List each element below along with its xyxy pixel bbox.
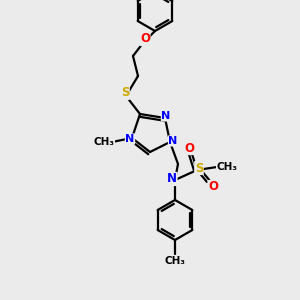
Text: CH₃: CH₃: [94, 137, 115, 147]
Text: O: O: [140, 32, 150, 46]
Text: N: N: [168, 136, 178, 146]
Text: N: N: [167, 172, 177, 185]
Text: N: N: [125, 134, 135, 144]
Text: CH₃: CH₃: [217, 162, 238, 172]
Text: N: N: [161, 111, 171, 121]
Text: O: O: [208, 181, 218, 194]
Text: O: O: [184, 142, 194, 154]
Text: S: S: [121, 86, 129, 100]
Text: CH₃: CH₃: [164, 256, 185, 266]
Text: S: S: [195, 161, 203, 175]
